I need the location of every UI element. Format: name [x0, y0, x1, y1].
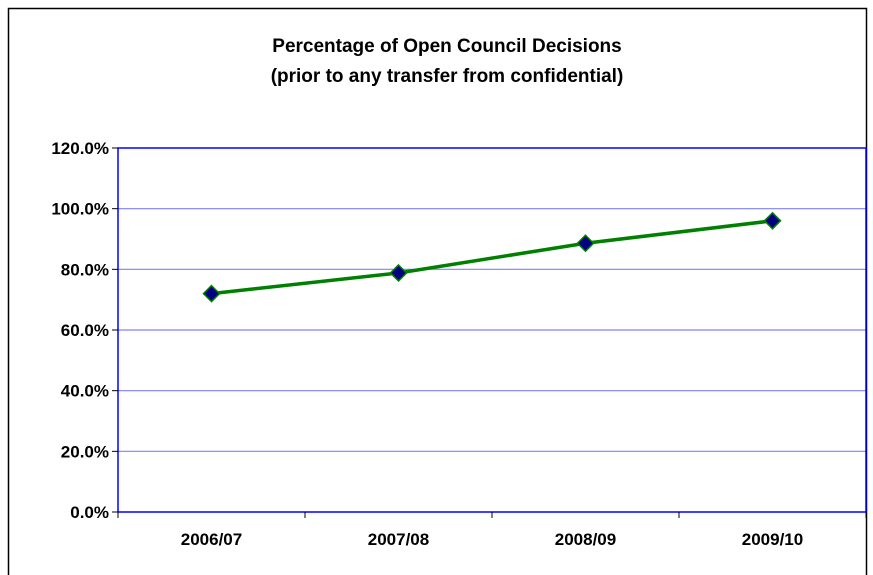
y-tick-label: 40.0%	[61, 382, 109, 401]
axes: 0.0% 20.0% 40.0% 60.0% 80.0% 100.0% 120.0% 2006…	[51, 139, 867, 549]
chart-frame	[7, 7, 868, 575]
x-tick-label: 2007/08	[368, 530, 429, 549]
data-point	[202, 284, 221, 303]
y-tick-label: 60.0%	[61, 321, 109, 340]
series-layer	[202, 211, 782, 303]
x-tick-label: 2008/09	[555, 530, 616, 549]
chart-title: Percentage of Open Council Decisions	[272, 36, 621, 57]
x-tick-label: 2009/10	[742, 530, 803, 549]
y-tick-label: 20.0%	[61, 442, 109, 461]
x-tick-label: 2006/07	[181, 530, 242, 549]
y-tick-label: 0.0%	[70, 503, 109, 522]
data-point	[389, 263, 408, 283]
gridlines	[118, 208, 866, 452]
series-line	[211, 219, 773, 296]
y-tick-label: 80.0%	[61, 260, 109, 279]
data-point	[576, 234, 595, 253]
y-tick-label: 100.0%	[51, 200, 109, 219]
y-tick-label: 120.0%	[51, 139, 109, 158]
data-point	[763, 211, 782, 230]
chart-subtitle: (prior to any transfer from confidential…	[271, 66, 624, 87]
